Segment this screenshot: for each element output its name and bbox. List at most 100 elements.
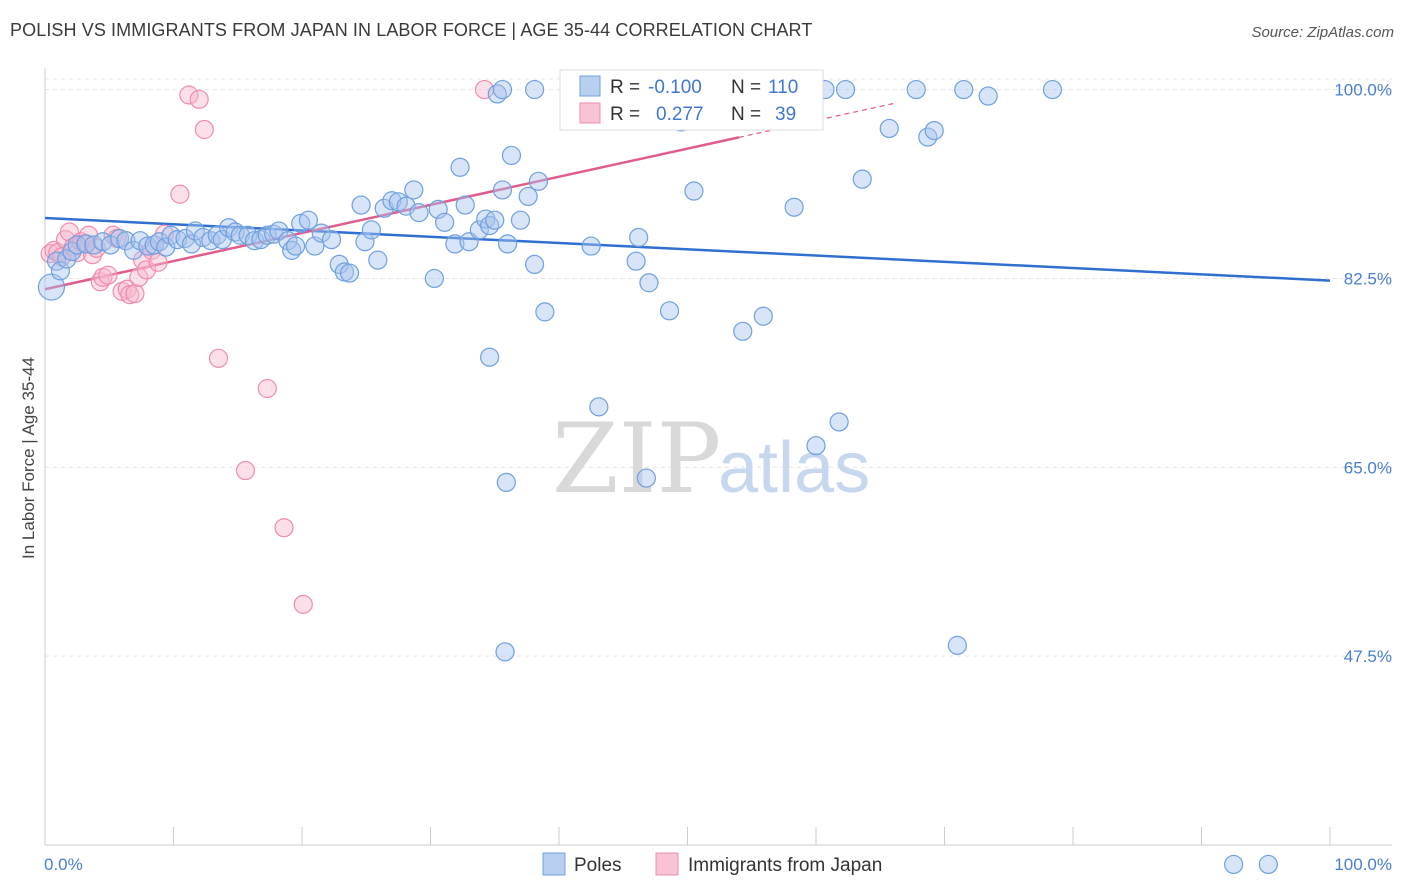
poles-point-34 xyxy=(264,224,284,244)
poles-point-86 xyxy=(733,321,753,341)
poles-point-56 xyxy=(409,203,429,223)
series-legend: Poles Immigrants from Japan xyxy=(542,852,882,876)
y-tick-label-1: 65.0% xyxy=(1344,458,1392,477)
poles-point-30 xyxy=(238,225,258,245)
poles-point-111 xyxy=(978,86,998,106)
poles-point-31 xyxy=(244,231,265,251)
poles-point-15 xyxy=(144,235,164,255)
poles-point-94 xyxy=(906,79,926,100)
poles-point-78 xyxy=(589,397,609,417)
poles-point-85 xyxy=(684,181,704,201)
poles-point-11 xyxy=(116,231,136,251)
poles-point-33 xyxy=(257,225,277,245)
poles-point-73 xyxy=(524,254,545,275)
japan-point-31 xyxy=(194,119,214,140)
poles-point-87 xyxy=(753,306,773,326)
chart-title: POLISH VS IMMIGRANTS FROM JAPAN IN LABOR… xyxy=(10,20,813,40)
poles-point-2 xyxy=(50,261,71,281)
poles-point-42 xyxy=(311,223,331,243)
poles-point-69 xyxy=(498,234,518,254)
poles-point-102 xyxy=(639,273,659,293)
legend-japan-r-label: R = xyxy=(610,104,640,125)
watermark-atlas: atlas xyxy=(718,428,870,508)
poles-point-38 xyxy=(285,236,306,256)
japan-point-15 xyxy=(98,265,118,285)
japan-point-32 xyxy=(208,348,229,368)
watermark: ZIP atlas xyxy=(552,403,870,515)
poles-point-106 xyxy=(924,120,944,141)
poles-point-51 xyxy=(374,198,394,218)
bottom-legend-japan-label[interactable]: Immigrants from Japan xyxy=(688,855,882,876)
x-tick-label-0: 0.0% xyxy=(44,855,83,874)
poles-point-96 xyxy=(496,472,516,492)
poles-point-77 xyxy=(581,236,601,256)
legend-poles-n-label: N = xyxy=(731,77,761,98)
poles-point-72 xyxy=(518,186,538,207)
bottom-legend-poles-swatch[interactable] xyxy=(542,852,566,876)
poles-point-57 xyxy=(424,268,444,289)
legend-japan-n-label: N = xyxy=(731,104,761,125)
japan-point-21 xyxy=(125,283,145,304)
poles-point-43 xyxy=(321,229,342,250)
y-tick-label-3: 100.0% xyxy=(1334,81,1392,100)
poles-point-93 xyxy=(879,118,899,139)
poles-point-103 xyxy=(629,227,649,248)
poles-point-95 xyxy=(480,347,500,367)
poles-point-67 xyxy=(485,210,505,230)
poles-point-107 xyxy=(947,635,967,655)
poles-point-49 xyxy=(361,220,381,240)
y-axis-label: In Labor Force | Age 35-44 xyxy=(19,357,38,559)
poles-point-68 xyxy=(492,180,513,200)
poles-point-92 xyxy=(852,169,872,189)
legend-poles-n-value: 110 xyxy=(768,77,798,98)
poles-point-74 xyxy=(528,171,549,191)
y-tick-label-2: 82.5% xyxy=(1344,269,1392,288)
japan-point-34 xyxy=(257,378,277,399)
poles-point-6 xyxy=(76,234,96,254)
poles-point-17 xyxy=(156,237,176,257)
poles-point-23 xyxy=(193,227,213,248)
poles-point-113 xyxy=(806,436,826,456)
poles-point-70 xyxy=(501,145,522,166)
japan-point-36 xyxy=(293,594,313,614)
poles-point-47 xyxy=(351,195,371,215)
x-tick-labels: 0.0% 100.0% xyxy=(44,855,1392,874)
legend-poles-r-label: R = xyxy=(610,77,640,98)
x-tick-label-1: 100.0% xyxy=(1334,855,1392,874)
legend-poles-r-value: -0.100 xyxy=(648,77,702,98)
poles-point-88 xyxy=(784,197,804,217)
series-poles-points xyxy=(37,79,1278,875)
poles-point-61 xyxy=(450,157,470,177)
stats-legend: R = -0.100 N = 110 R = 0.277 N = 39 xyxy=(559,69,824,131)
japan-point-30 xyxy=(189,89,209,109)
grid-lines xyxy=(45,78,1392,657)
trend-line-poles xyxy=(44,216,1331,282)
y-tick-labels: 47.5% 65.0% 82.5% 100.0% xyxy=(1334,81,1392,667)
poles-point-101 xyxy=(626,251,646,271)
y-tick-label-0: 47.5% xyxy=(1344,647,1392,666)
source-label: Source: ZipAtlas.com xyxy=(1251,24,1394,41)
bottom-legend-japan-swatch[interactable] xyxy=(655,852,679,876)
stats-legend-box xyxy=(559,69,824,131)
poles-point-50 xyxy=(368,250,388,270)
poles-point-39 xyxy=(291,213,311,233)
poles-point-48 xyxy=(355,232,375,252)
series-japan-points xyxy=(40,79,617,614)
bottom-legend-poles-label[interactable]: Poles xyxy=(574,855,622,876)
poles-point-8 xyxy=(93,232,113,252)
poles-point-110 xyxy=(954,79,974,100)
poles-point-81 xyxy=(636,468,656,488)
poles-point-46 xyxy=(339,263,360,283)
poles-point-19 xyxy=(167,229,187,250)
japan-point-35 xyxy=(274,518,294,538)
poles-point-66 xyxy=(480,215,500,236)
watermark-zip: ZIP xyxy=(552,403,721,515)
poles-point-64 xyxy=(469,220,489,240)
japan-point-29 xyxy=(179,85,199,105)
poles-point-108 xyxy=(1224,854,1244,875)
poles-point-97 xyxy=(492,79,513,100)
poles-point-40 xyxy=(298,210,319,230)
poles-point-52 xyxy=(382,191,402,211)
poles-point-82 xyxy=(659,301,680,321)
